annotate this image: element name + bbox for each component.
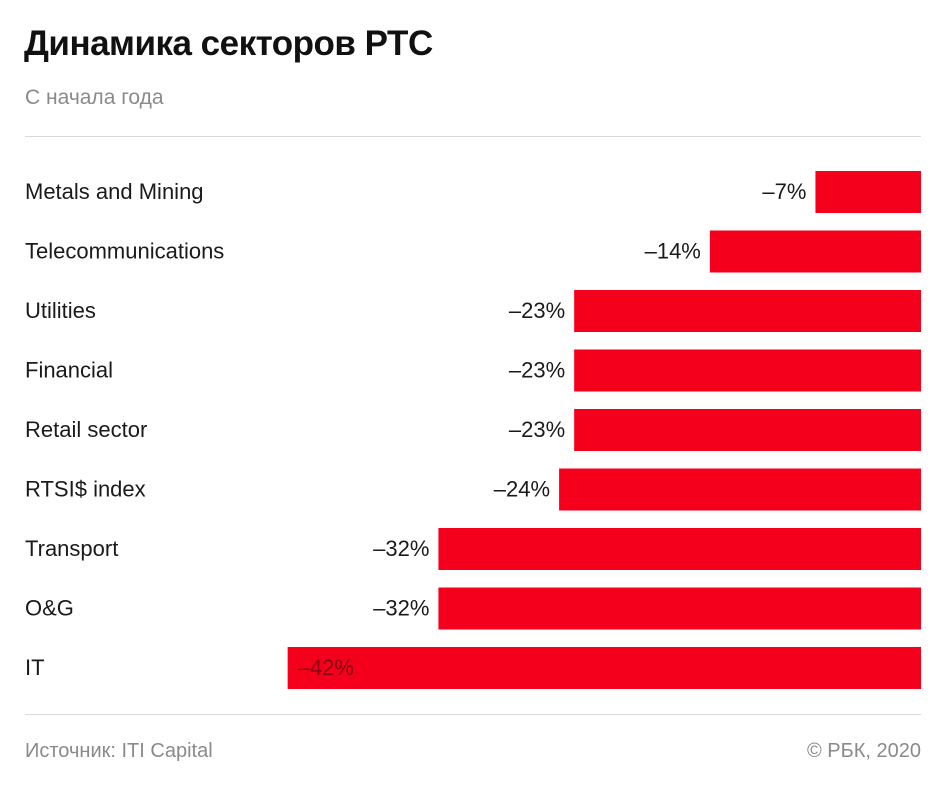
- value-label: –14%: [645, 239, 701, 264]
- value-label: –24%: [494, 477, 550, 502]
- value-label: –7%: [762, 179, 806, 204]
- copyright-note: © РБК, 2020: [806, 740, 921, 762]
- category-label: RTSI$ index: [25, 477, 146, 502]
- bar: [287, 647, 921, 689]
- source-note: Источник: ITI Capital: [25, 740, 213, 762]
- bar: [815, 171, 921, 213]
- value-label: –23%: [509, 298, 565, 323]
- bar-chart: Metals and Mining –7% Telecommunications –1…: [25, 171, 921, 689]
- value-label: –23%: [509, 358, 565, 383]
- value-label: –42%: [298, 655, 354, 680]
- category-label: Financial: [25, 358, 113, 383]
- bottom-divider: [25, 714, 921, 715]
- bar: [559, 468, 921, 511]
- category-label: Retail sector: [25, 417, 147, 442]
- category-label: IT: [25, 655, 45, 680]
- value-label: –23%: [509, 417, 565, 442]
- bar: [574, 290, 921, 332]
- category-label: Transport: [25, 536, 118, 561]
- chart-title: Динамика секторов РТС: [24, 24, 433, 63]
- chart-subtitle: С начала года: [25, 86, 164, 109]
- top-divider: [25, 136, 921, 137]
- value-label: –32%: [373, 596, 429, 621]
- category-label: Telecommunications: [25, 239, 224, 264]
- bar: [574, 349, 921, 392]
- bar: [438, 587, 921, 630]
- bar: [438, 528, 921, 570]
- bar: [709, 230, 921, 273]
- category-label: Utilities: [25, 298, 96, 323]
- category-label: Metals and Mining: [25, 179, 204, 204]
- value-label: –32%: [373, 536, 429, 561]
- bar: [574, 409, 921, 451]
- category-label: O&G: [25, 596, 74, 621]
